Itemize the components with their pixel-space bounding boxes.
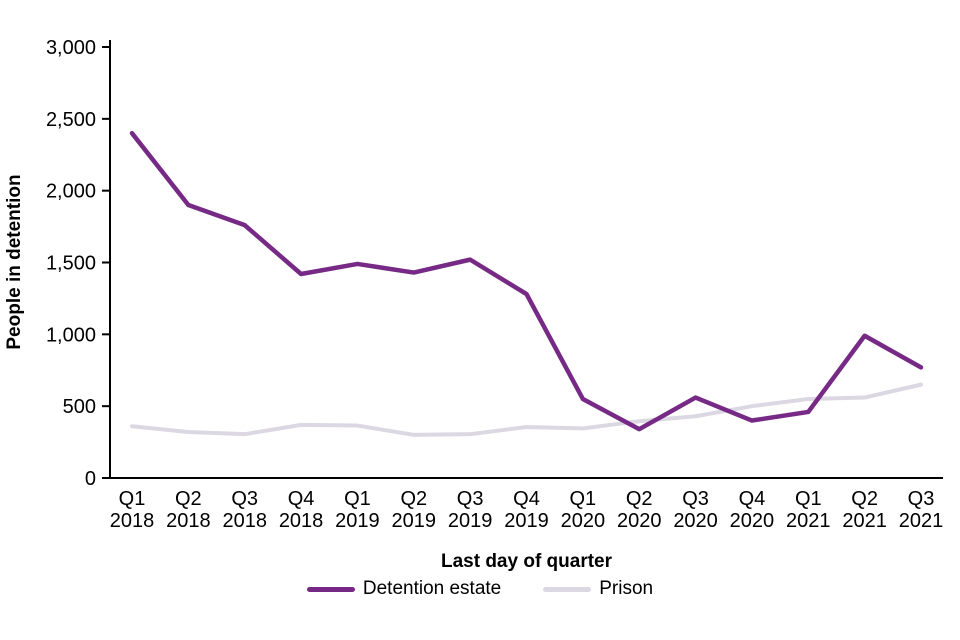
svg-text:2,500: 2,500 bbox=[46, 109, 96, 131]
chart-plot-area: 05001,0001,5002,0002,5003,000Q12018Q2201… bbox=[46, 37, 944, 532]
chart-legend: Detention estate Prison bbox=[0, 577, 960, 601]
svg-text:Q4: Q4 bbox=[739, 488, 766, 510]
svg-text:2019: 2019 bbox=[448, 510, 493, 532]
prison-line bbox=[130, 382, 923, 437]
y-axis-title: People in detention bbox=[4, 174, 25, 350]
svg-text:3,000: 3,000 bbox=[46, 37, 96, 59]
svg-text:1,000: 1,000 bbox=[46, 324, 96, 346]
svg-text:2018: 2018 bbox=[279, 510, 324, 532]
svg-text:Q2: Q2 bbox=[626, 488, 653, 510]
svg-text:Q2: Q2 bbox=[851, 488, 878, 510]
svg-text:2019: 2019 bbox=[335, 510, 380, 532]
svg-text:Q3: Q3 bbox=[908, 488, 935, 510]
svg-text:2021: 2021 bbox=[899, 510, 944, 532]
svg-text:Q4: Q4 bbox=[513, 488, 540, 510]
svg-text:500: 500 bbox=[63, 396, 96, 418]
svg-text:Q1: Q1 bbox=[344, 488, 371, 510]
legend-line-detention-estate bbox=[306, 586, 355, 592]
svg-text:2021: 2021 bbox=[842, 510, 887, 532]
svg-text:Q3: Q3 bbox=[457, 488, 484, 510]
svg-text:2018: 2018 bbox=[222, 510, 267, 532]
legend-line-prison bbox=[543, 586, 592, 592]
svg-text:Q2: Q2 bbox=[400, 488, 427, 510]
svg-text:Q4: Q4 bbox=[288, 488, 315, 510]
svg-text:Q3: Q3 bbox=[682, 488, 709, 510]
svg-text:Q1: Q1 bbox=[570, 488, 597, 510]
svg-text:2,000: 2,000 bbox=[46, 181, 96, 203]
svg-text:0: 0 bbox=[85, 468, 96, 490]
svg-text:2018: 2018 bbox=[166, 510, 211, 532]
y-axis: 0 500 1,000 1,500 2,000 2,500 3,000 bbox=[46, 37, 111, 490]
detention-estate-line bbox=[129, 130, 924, 432]
svg-text:2020: 2020 bbox=[617, 510, 662, 532]
svg-text:2021: 2021 bbox=[786, 510, 831, 532]
svg-text:Q1: Q1 bbox=[795, 488, 822, 510]
x-axis-title: Last day of quarter bbox=[440, 551, 613, 572]
svg-text:1,500: 1,500 bbox=[46, 253, 96, 275]
svg-text:2020: 2020 bbox=[561, 510, 606, 532]
svg-text:2020: 2020 bbox=[673, 510, 718, 532]
svg-text:Q2: Q2 bbox=[175, 488, 202, 510]
x-axis: Q12018Q22018Q32018Q42018Q12019Q22019Q320… bbox=[109, 477, 944, 532]
legend-label-prison: Prison bbox=[599, 578, 654, 599]
svg-text:2019: 2019 bbox=[504, 510, 549, 532]
legend-label-detention-estate: Detention estate bbox=[362, 578, 502, 599]
svg-text:Q3: Q3 bbox=[231, 488, 258, 510]
svg-text:2020: 2020 bbox=[730, 510, 775, 532]
svg-text:Q1: Q1 bbox=[119, 488, 146, 510]
svg-text:2018: 2018 bbox=[110, 510, 155, 532]
svg-text:2019: 2019 bbox=[392, 510, 437, 532]
